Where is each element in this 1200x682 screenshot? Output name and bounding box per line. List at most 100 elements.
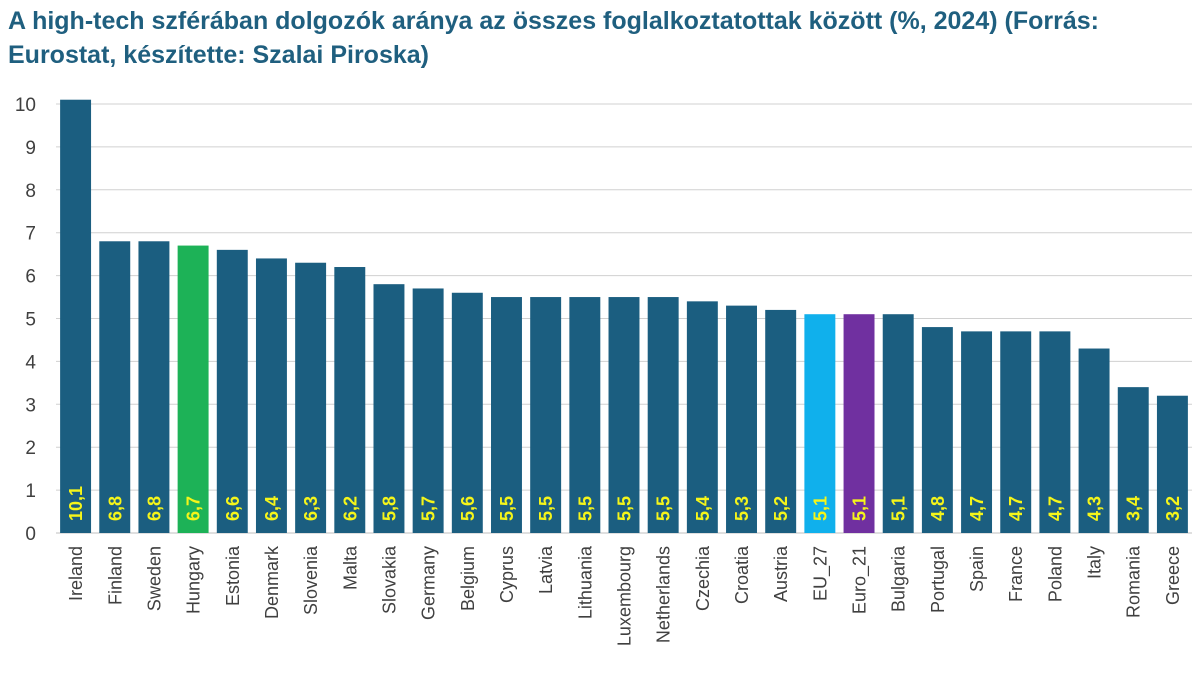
category-label: Poland [1045,546,1065,602]
data-label: 4,7 [1006,496,1026,521]
data-label: 6,8 [144,496,164,521]
data-label: 5,1 [810,496,830,521]
bar-sweden [138,241,170,533]
y-tick-label: 0 [25,524,36,545]
bar-luxembourg [608,297,640,533]
category-label: Portugal [928,546,948,613]
bar-poland [1039,331,1071,533]
data-label: 5,5 [536,496,556,521]
bar-estonia [216,249,248,534]
category-label: Hungary [184,546,204,614]
data-label: 3,4 [1124,496,1144,521]
category-label: Malta [340,545,360,590]
data-labels: 10,1 6,8 6,8 6,7 6,6 6,4 6,3 6,2 5,8 5,7 5,6 5,5 5,5… [66,486,1183,521]
data-label: 5,1 [850,496,870,521]
data-label: 5,2 [771,496,791,521]
category-label: Slovenia [301,545,321,615]
bar-belgium [451,292,483,533]
bar-malta [334,267,366,533]
bar-bulgaria [882,314,914,533]
bar-spain [961,331,993,533]
data-label: 5,3 [732,496,752,521]
data-label: 5,5 [497,496,517,521]
bar-finland [99,241,131,533]
data-label: 5,8 [379,496,399,521]
x-axis-categories: Ireland Finland Sweden Hungary Estonia Denmar… [66,545,1183,646]
bar-hungary [177,245,209,533]
category-label: Netherlands [654,546,674,643]
y-tick-label: 6 [25,267,36,288]
category-label: Latvia [536,545,556,594]
bar-eu-27 [804,314,836,533]
data-label: 4,3 [1085,496,1105,521]
category-label: Ireland [66,546,86,601]
category-label: Finland [105,546,125,605]
y-tick-label: 10 [15,95,36,116]
bar-netherlands [647,297,679,533]
chart-title: A high-tech szférában dolgozók aránya az… [8,7,1099,69]
category-label: Cyprus [497,546,517,603]
data-label: 6,4 [262,496,282,521]
y-tick-label: 8 [25,181,36,202]
category-label: Euro_21 [850,546,871,614]
data-label: 5,4 [693,496,713,521]
data-label: 6,3 [301,496,321,521]
bar-greece [1156,395,1188,533]
y-tick-label: 5 [25,310,36,331]
data-label: 5,6 [458,496,478,521]
bar-slovakia [373,284,405,533]
bar-ireland [60,99,92,534]
bars [60,99,1188,534]
bar-france [1000,331,1032,533]
data-label: 6,8 [105,496,125,521]
category-label: Czechia [693,545,713,611]
bar-latvia [530,297,562,533]
bar-romania [1117,387,1149,533]
category-label: Slovakia [379,545,399,614]
bar-czechia [686,301,718,533]
y-tick-label: 2 [25,438,36,459]
data-label: 6,7 [184,496,204,521]
category-label: Luxembourg [615,546,635,646]
category-label: Croatia [732,545,752,604]
category-label: Austria [771,545,791,602]
data-label: 4,7 [1045,496,1065,521]
data-label: 6,2 [340,496,360,521]
y-tick-label: 3 [25,395,36,416]
bar-portugal [921,327,953,533]
category-label: Romania [1124,545,1144,618]
y-tick-label: 7 [25,224,36,245]
category-label: Belgium [458,546,478,611]
data-label: 6,6 [223,496,243,521]
bar-denmark [255,258,287,533]
category-label: Germany [419,546,439,620]
bar-croatia [726,305,757,533]
category-label: Sweden [144,546,164,611]
data-label: 10,1 [66,486,86,521]
bar-austria [765,309,797,533]
bar-germany [412,288,444,533]
y-tick-label: 1 [25,481,36,502]
data-label: 4,8 [928,496,948,521]
y-tick-label: 9 [25,138,36,159]
data-label: 5,5 [654,496,674,521]
bar-cyprus [491,297,522,533]
data-label: 5,5 [615,496,635,521]
data-label: 5,7 [419,496,439,521]
category-label: Italy [1085,546,1105,579]
y-tick-label: 4 [25,352,36,373]
category-label: Bulgaria [889,545,909,612]
category-label: Estonia [223,545,243,606]
bar-euro-21 [843,314,875,533]
category-label: Spain [967,546,987,592]
category-label: Lithuania [575,545,595,619]
bar-lithuania [569,297,601,533]
data-label: 4,7 [967,496,987,521]
data-label: 5,1 [889,496,909,521]
data-label: 5,5 [575,496,595,521]
category-label: Greece [1163,546,1183,605]
category-label: France [1006,546,1026,602]
category-label: Denmark [262,545,282,619]
